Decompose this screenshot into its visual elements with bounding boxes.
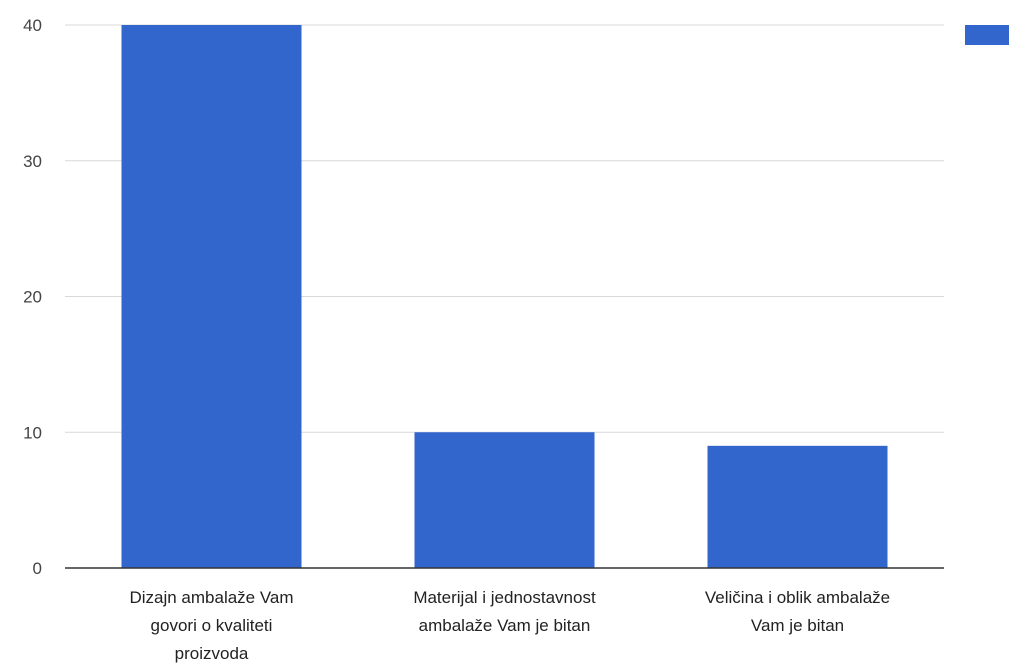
legend-swatch	[965, 25, 1009, 45]
x-category-label: Veličina i oblik ambalaže Vam je bitan	[705, 588, 890, 635]
y-tick-label: 0	[33, 559, 42, 578]
bar-2[interactable]	[414, 432, 595, 568]
bar-3[interactable]	[707, 445, 888, 568]
y-axis-ticks: 0 10 20 30 40	[23, 16, 42, 578]
legend	[965, 25, 1009, 45]
x-category-label: Materijal i jednostavnost ambalaže Vam je…	[413, 588, 596, 635]
y-tick-label: 10	[23, 423, 42, 442]
x-category-label-line: Vam je bitan	[751, 616, 844, 635]
x-category-label-line: ambalaže Vam je bitan	[419, 616, 591, 635]
y-tick-label: 40	[23, 16, 42, 35]
y-tick-label: 30	[23, 152, 42, 171]
x-category-label-line: Materijal i jednostavnost	[413, 588, 596, 607]
bar-1[interactable]	[121, 25, 302, 568]
bars	[121, 25, 888, 568]
x-category-label-line: govori o kvaliteti	[151, 616, 273, 635]
x-category-label-line: Veličina i oblik ambalaže	[705, 588, 890, 607]
y-tick-label: 20	[23, 288, 42, 307]
x-category-label: Dizajn ambalaže Vam govori o kvaliteti pro…	[129, 588, 293, 663]
x-axis-categories: Dizajn ambalaže Vam govori o kvaliteti pro…	[129, 588, 890, 663]
x-category-label-line: Dizajn ambalaže Vam	[129, 588, 293, 607]
x-category-label-line: proizvoda	[175, 644, 249, 663]
